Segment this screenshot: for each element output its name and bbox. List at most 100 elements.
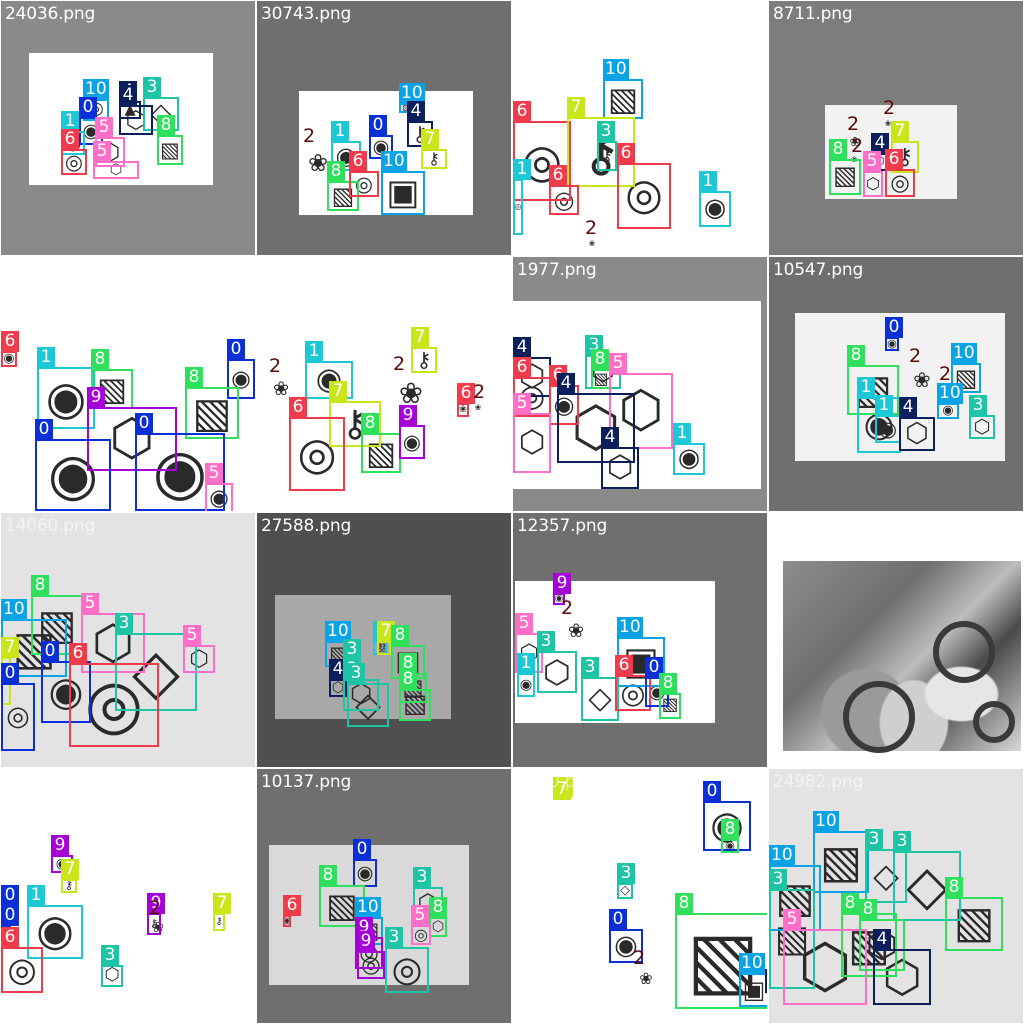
detection-box: 3: [969, 395, 995, 439]
class-label: 4: [601, 427, 619, 448]
shell-icon: ◎: [84, 665, 144, 744]
class-label: 6: [513, 101, 531, 122]
detection-box: 9: [147, 893, 165, 935]
class-label: 1: [673, 423, 691, 444]
tile-filename: 8965.png: [261, 260, 341, 280]
detection-box: 3: [347, 663, 389, 727]
class-label: 1: [699, 171, 717, 192]
class-label: 10: [355, 897, 381, 918]
class-label: 4: [513, 337, 531, 358]
photo-detail: [973, 701, 1015, 743]
detection-box: 6: [69, 643, 159, 747]
class-label: 6: [283, 895, 301, 916]
gem-icon: ⬡: [431, 918, 445, 935]
class-label: 10: [739, 953, 765, 974]
class-label: 5: [863, 151, 881, 172]
class-label: 9: [357, 931, 375, 952]
map-icon: ▧: [661, 695, 679, 716]
tile-filename: 9640.png: [517, 772, 597, 792]
class-label: 6: [457, 383, 475, 404]
detection-box: 6: [549, 165, 579, 215]
gem-icon: ⬡: [543, 653, 571, 691]
class-label: 6: [615, 655, 633, 676]
shell-icon: ◎: [391, 949, 423, 991]
coral-icon: ❀: [458, 404, 468, 416]
detection-box: 4: [557, 373, 635, 463]
compass-icon: ◉: [942, 402, 954, 418]
detection-box: 0: [609, 909, 643, 963]
class-label: 0: [609, 909, 627, 930]
class-label: 2: [393, 353, 406, 375]
class-label: 8: [841, 893, 859, 914]
compass-icon: ◉: [231, 365, 251, 392]
class-label: 0: [1, 663, 19, 684]
class-label: 2: [883, 97, 896, 119]
coral-icon: ❀: [151, 919, 165, 936]
class-label: 2: [585, 217, 598, 239]
tile-filename: 3533.png: [517, 4, 597, 24]
class-label: 7: [213, 893, 231, 914]
class-label: 9: [399, 405, 417, 426]
coral-icon: ❀: [588, 239, 596, 248]
class-label: 8: [399, 653, 417, 674]
class-label: 2: [851, 135, 864, 157]
class-label: 3: [865, 829, 883, 850]
detection-box: 1: [513, 159, 531, 235]
detection-box: 0: [227, 339, 255, 399]
compass-icon: ◉: [519, 676, 533, 693]
detection-box: 10: [603, 59, 643, 119]
class-label: 3: [597, 121, 615, 142]
detection-box: 5: [205, 463, 233, 511]
detection-box: 8: [591, 349, 611, 389]
detection-box: 6: [61, 129, 87, 175]
key-icon: ⚷: [416, 347, 432, 372]
detection-box: 8: [829, 139, 861, 195]
crystal-icon: ◇: [906, 853, 948, 917]
class-label: 6: [349, 151, 367, 172]
class-label: 1: [513, 159, 531, 180]
class-label: 7: [567, 97, 585, 118]
compass-icon: ◉: [878, 416, 898, 441]
class-label: 0: [703, 781, 721, 802]
class-label: 7: [377, 621, 395, 642]
detection-box: 4: [601, 427, 639, 489]
rock-icon: ▲: [124, 101, 136, 118]
detection-box: 7: [411, 327, 437, 373]
class-label: 10: [951, 343, 977, 364]
compass-icon: ◉: [47, 441, 99, 509]
chest-icon: ▣: [386, 172, 420, 214]
crystal-icon: ◇: [355, 685, 381, 725]
class-label: 8: [591, 349, 609, 370]
class-label: 8: [185, 367, 203, 388]
class-label: 8: [327, 161, 345, 182]
detection-box: 9: [357, 931, 385, 979]
class-label: 8: [319, 865, 337, 886]
mosaic-tile: 24036.png◎10▲4◇3◉0⬡4◉1⬡5▧8◎6⬡5: [1, 1, 255, 255]
detection-box: 0: [1, 663, 35, 751]
tile-filename: 1977.png: [517, 260, 597, 280]
tile-filename: 8711.png: [773, 4, 853, 24]
class-label: 4: [407, 101, 425, 122]
detection-box: 6: [1, 331, 19, 367]
detection-box: 6: [615, 655, 651, 711]
class-label: 3: [893, 831, 911, 852]
detection-box: 8: [659, 673, 681, 719]
class-label: 1: [305, 341, 323, 362]
class-label: 2: [561, 597, 574, 619]
tile-filename: 10547.png: [773, 260, 864, 280]
compass-icon: ◉: [48, 669, 84, 715]
class-label: 7: [891, 121, 909, 142]
map-icon: ▧: [402, 103, 410, 112]
mosaic-tile: 24982.png▧10◇3▧10◇3▧8▧3▧8⬡5⬡8⬡4: [769, 769, 1023, 1023]
detection-box: 0: [135, 413, 225, 511]
compass-icon: ◉: [614, 930, 638, 962]
detection-box: 0: [41, 641, 91, 723]
compass-icon: ◉: [677, 443, 701, 474]
map-icon: ▧: [192, 388, 232, 438]
mosaic-tile: 8965.png ◉ 1 ⚷ 7 ❀ 2 ❀ 2 ⚷ 7 ◎ 6 ▧ 8 ◉ 9 ❀ 6 ❀ 2: [257, 257, 511, 511]
key-icon: ⚷: [149, 917, 159, 931]
detection-box: 6: [457, 383, 475, 417]
class-label: 7: [1, 637, 19, 658]
map-icon: ▧: [593, 369, 609, 388]
key-icon: ⚷: [428, 149, 440, 168]
